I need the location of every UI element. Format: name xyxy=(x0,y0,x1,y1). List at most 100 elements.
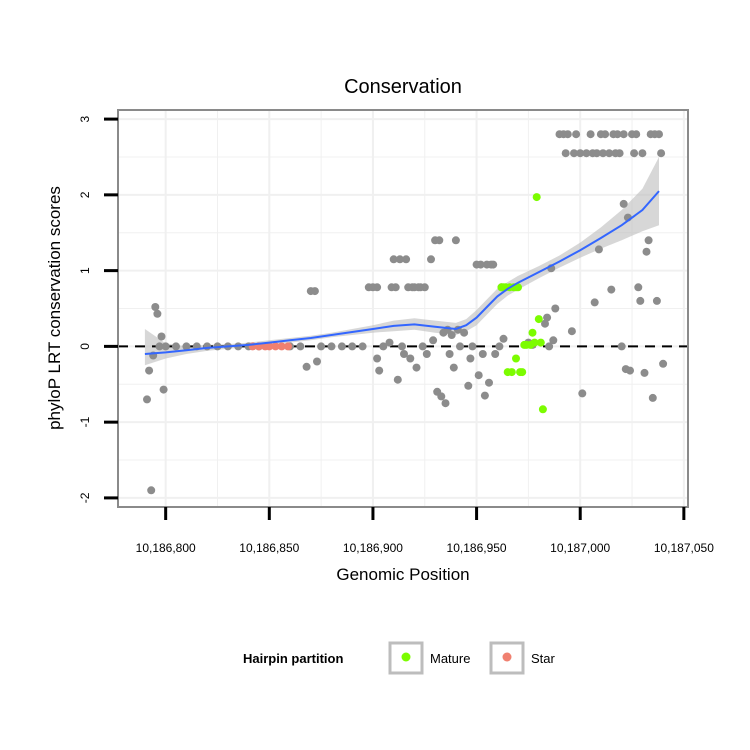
legend: Hairpin partition Mature Star xyxy=(243,641,556,675)
point-other xyxy=(398,342,406,351)
y-tick-label: -2 xyxy=(78,492,92,503)
point-other xyxy=(644,236,653,245)
point-other xyxy=(572,130,581,139)
point-other xyxy=(615,149,624,158)
point-other xyxy=(634,283,643,292)
point-other xyxy=(478,350,487,358)
point-other xyxy=(491,350,500,358)
point-other xyxy=(563,130,572,139)
point-other xyxy=(447,331,456,339)
point-other xyxy=(578,389,587,398)
point-other xyxy=(480,391,489,400)
point-other xyxy=(551,304,560,313)
point-other xyxy=(445,350,454,358)
point-other xyxy=(543,313,552,322)
point-other xyxy=(422,350,431,358)
point-other xyxy=(437,392,446,401)
legend-label-star: Star xyxy=(531,651,556,666)
x-tick-label: 10,187,000 xyxy=(550,541,610,555)
point-other xyxy=(373,283,382,292)
point-mature xyxy=(507,368,516,377)
point-other xyxy=(327,342,336,351)
point-other xyxy=(545,342,554,351)
point-other xyxy=(391,283,400,292)
point-other xyxy=(449,363,458,372)
point-other xyxy=(590,298,599,307)
point-other xyxy=(389,255,398,264)
points-mature-layer xyxy=(497,193,547,414)
point-other xyxy=(395,255,404,264)
point-other xyxy=(348,342,357,351)
point-other xyxy=(599,149,607,158)
point-other xyxy=(418,342,427,351)
point-other xyxy=(561,149,570,158)
point-other xyxy=(630,149,639,158)
gridlines xyxy=(118,110,688,507)
chart-title: Conservation xyxy=(344,76,462,98)
point-other xyxy=(402,255,411,264)
point-other xyxy=(582,149,591,158)
point-other xyxy=(619,199,628,208)
x-tick-label: 10,186,800 xyxy=(136,541,196,555)
point-other xyxy=(393,375,402,384)
point-other xyxy=(172,342,180,351)
x-axis-ticks: 10,186,800 10,186,850 10,186,900 10,186,950… xyxy=(136,507,714,555)
smooth-line-layer xyxy=(144,190,660,355)
legend-label-mature: Mature xyxy=(430,651,470,666)
legend-key-star xyxy=(489,641,525,675)
points-other-layer xyxy=(143,130,668,495)
point-mature xyxy=(536,338,545,347)
point-mature xyxy=(530,338,539,347)
point-other xyxy=(147,486,156,495)
point-other xyxy=(151,303,160,311)
point-other xyxy=(143,395,151,404)
point-mature xyxy=(538,405,547,414)
point-other xyxy=(310,287,319,296)
x-axis-title: Genomic Position xyxy=(336,565,469,584)
point-other xyxy=(632,130,641,139)
point-other xyxy=(657,149,666,158)
legend-entry-star: Star xyxy=(489,641,556,675)
point-mature xyxy=(528,328,537,337)
smooth-line xyxy=(144,190,660,355)
point-other xyxy=(619,130,628,139)
point-other xyxy=(613,130,622,139)
point-other xyxy=(464,381,473,390)
point-other xyxy=(385,338,394,347)
point-mature xyxy=(518,368,527,377)
point-other xyxy=(375,366,384,375)
point-other xyxy=(358,342,367,351)
confidence-ribbon-layer xyxy=(144,157,659,366)
legend-entry-mature: Mature xyxy=(388,641,470,675)
point-other xyxy=(406,354,415,363)
point-other xyxy=(642,247,651,256)
point-other xyxy=(567,327,576,336)
point-other xyxy=(476,260,485,269)
point-star xyxy=(271,342,280,351)
point-other xyxy=(541,319,549,328)
point-other xyxy=(499,334,508,343)
point-other xyxy=(655,130,663,139)
point-other xyxy=(605,149,614,158)
point-other xyxy=(441,399,450,408)
point-other xyxy=(592,149,601,158)
point-star xyxy=(284,342,292,351)
point-other xyxy=(427,255,435,264)
y-tick-label: 1 xyxy=(78,267,92,274)
point-other xyxy=(159,385,168,394)
point-mature xyxy=(532,193,541,202)
panel-border xyxy=(117,109,689,508)
point-other xyxy=(451,236,460,245)
point-other xyxy=(617,342,626,351)
point-other xyxy=(570,149,578,158)
point-other xyxy=(400,350,408,358)
point-other xyxy=(640,368,649,377)
point-mature xyxy=(534,315,543,324)
point-other xyxy=(648,393,657,402)
point-other xyxy=(495,342,504,351)
point-other xyxy=(456,342,464,351)
point-other xyxy=(489,260,498,269)
point-other xyxy=(161,342,170,351)
point-other xyxy=(601,130,610,139)
point-other xyxy=(636,296,645,305)
